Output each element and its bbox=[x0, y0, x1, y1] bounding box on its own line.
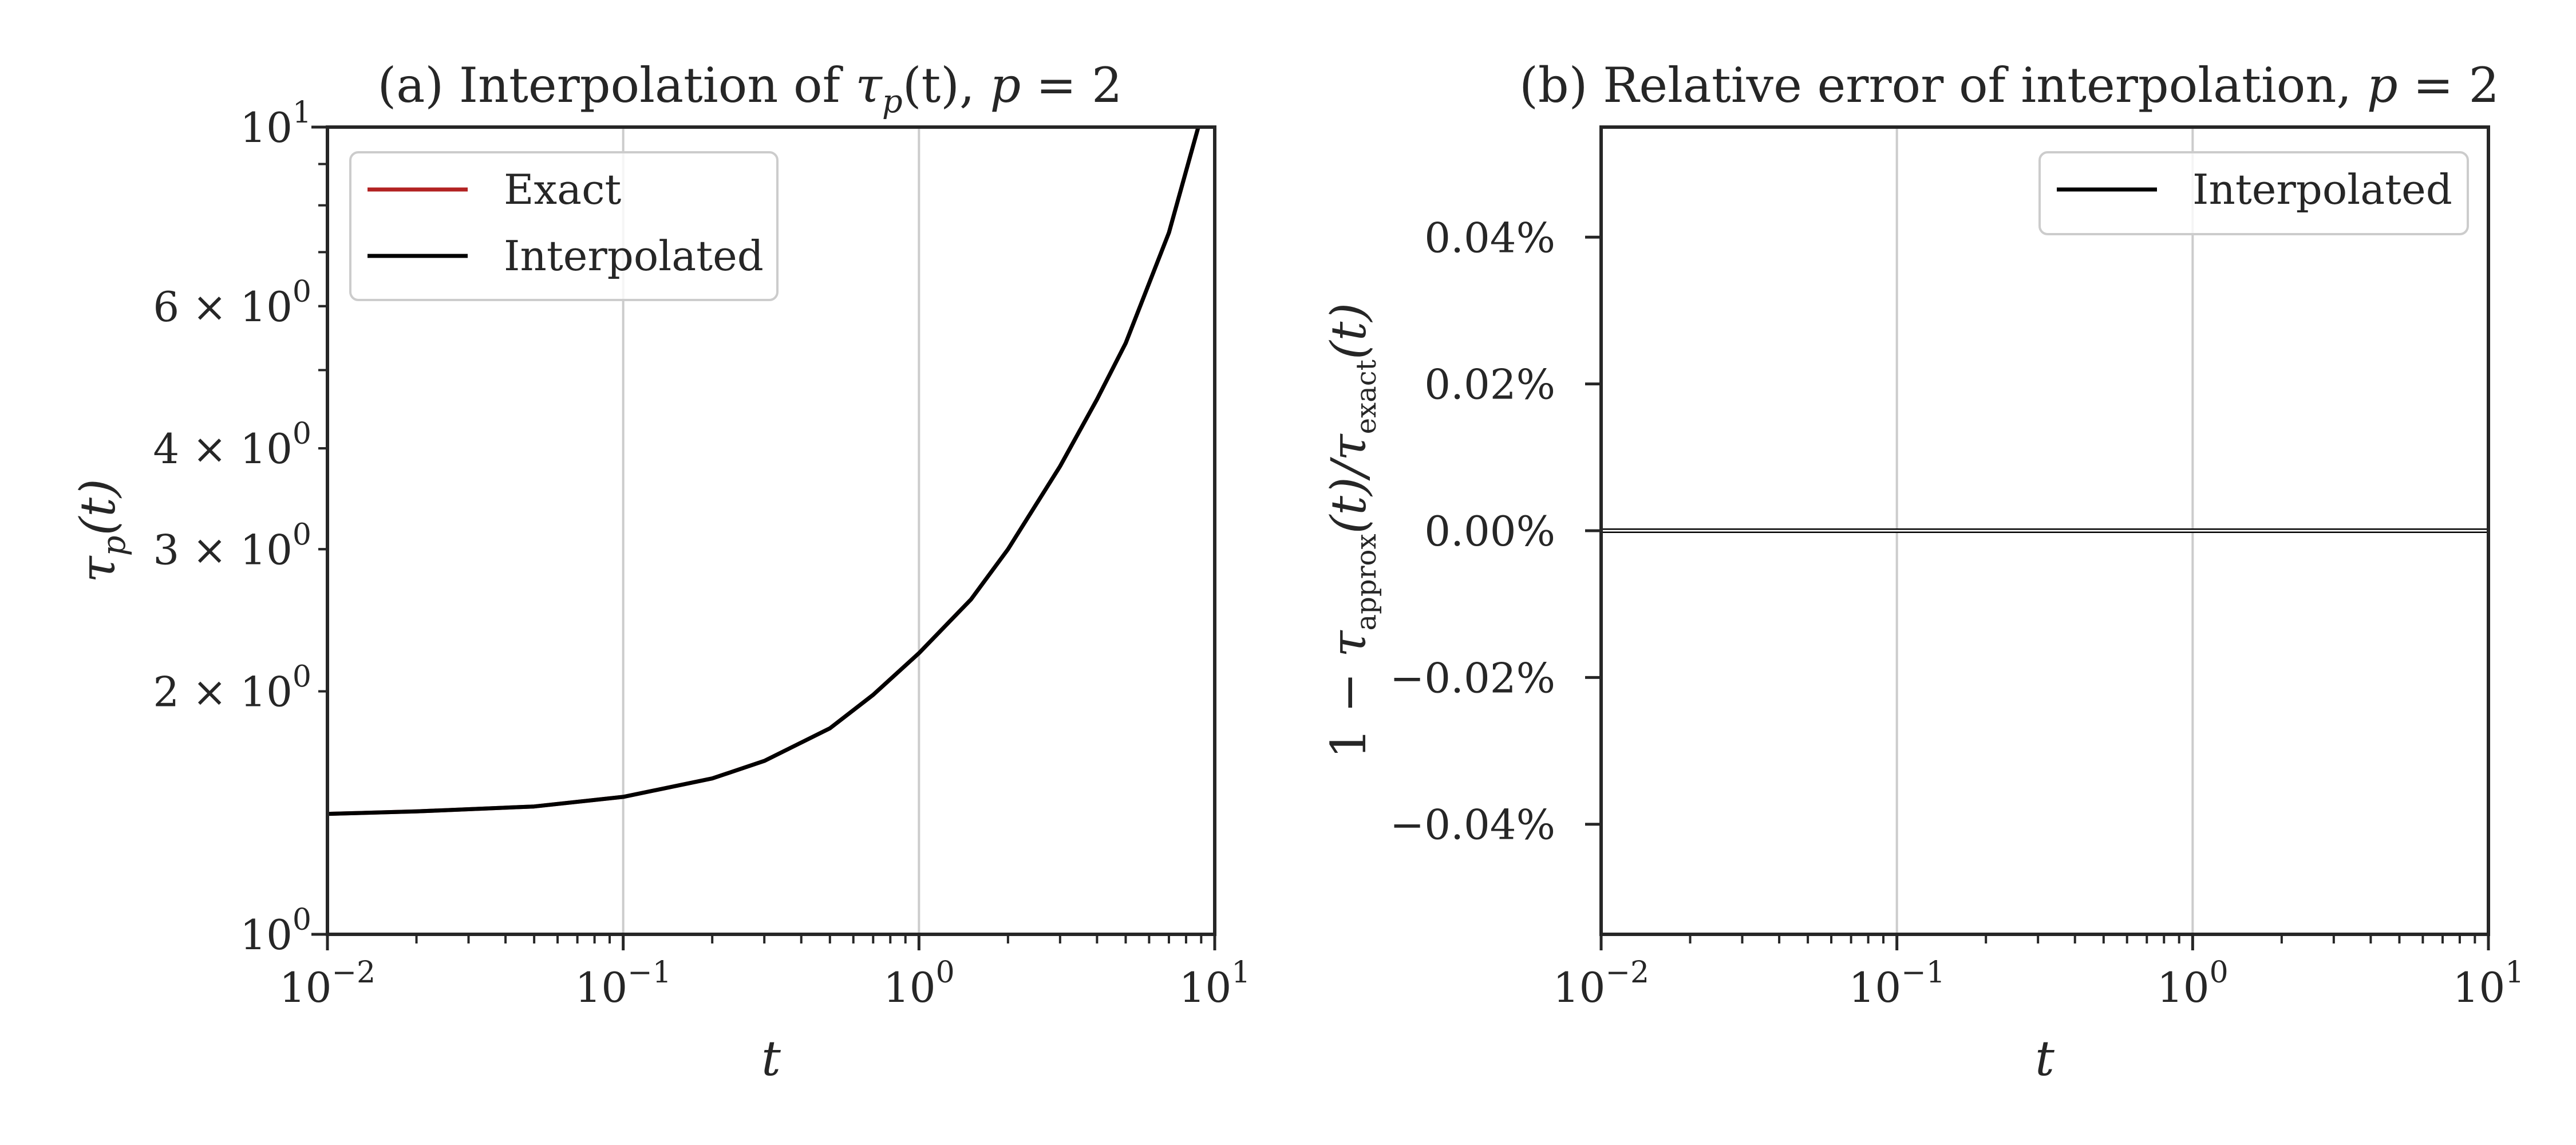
x-tick-label: 101 bbox=[2453, 956, 2524, 1012]
panel-a: (a) Interpolation of τp(t), p = 2 10−2 10… bbox=[70, 57, 1250, 1087]
y-tick-label: 0.00% bbox=[1424, 507, 1555, 555]
panel-b-y-ticks: 0.04% 0.02% 0.00% −0.02% −0.04% bbox=[1390, 214, 1601, 849]
series-interpolated-line bbox=[327, 127, 1200, 816]
y-tick-label: 101 bbox=[240, 96, 311, 152]
legend-label-exact: Exact bbox=[504, 165, 621, 214]
legend-label-interpolated-b: Interpolated bbox=[2192, 165, 2452, 214]
x-tick-label: 10−2 bbox=[279, 956, 376, 1012]
panel-a-y-axis-label: τp(t) bbox=[70, 479, 133, 583]
panel-a-x-ticks: 10−2 10−1 100 101 bbox=[279, 934, 1251, 1012]
x-tick-label: 10−1 bbox=[1849, 956, 1945, 1012]
y-tick-label: 100 bbox=[240, 903, 311, 959]
panel-a-title: (a) Interpolation of τp(t), p = 2 bbox=[378, 57, 1123, 120]
y-tick-label: 0.02% bbox=[1424, 361, 1555, 409]
y-tick-label: 6 × 100 bbox=[153, 275, 311, 331]
panel-a-x-axis-label: t bbox=[761, 1030, 781, 1087]
panel-b-x-ticks: 10−2 10−1 100 101 bbox=[1553, 934, 2524, 1012]
panel-b-legend-box bbox=[2038, 151, 2469, 235]
y-tick-label: −0.02% bbox=[1390, 654, 1555, 702]
y-tick-label: 4 × 100 bbox=[153, 417, 311, 473]
y-tick-label: 2 × 100 bbox=[153, 660, 311, 716]
y-tick-label: 0.04% bbox=[1424, 214, 1555, 262]
legend-label-interpolated: Interpolated bbox=[504, 232, 764, 280]
x-tick-label: 100 bbox=[2157, 956, 2229, 1012]
panel-b: (b) Relative error of interpolation, p =… bbox=[1321, 57, 2524, 1087]
panel-b-title: (b) Relative error of interpolation, p =… bbox=[1519, 57, 2499, 113]
y-tick-label: 3 × 100 bbox=[153, 518, 311, 574]
panel-a-y-ticks: 100 2 × 100 3 × 100 4 × 100 6 × 100 101 bbox=[153, 96, 327, 959]
x-tick-label: 100 bbox=[883, 956, 955, 1012]
panel-b-legend: Interpolated bbox=[2038, 151, 2469, 235]
panel-b-x-axis-label: t bbox=[2035, 1030, 2055, 1087]
x-tick-label: 10−1 bbox=[575, 956, 671, 1012]
panel-b-y-axis-label: 1 − τapprox(t)/τexact(t) bbox=[1321, 303, 1382, 759]
x-tick-label: 101 bbox=[1179, 956, 1251, 1012]
panel-a-axes-frame bbox=[326, 125, 1216, 936]
y-tick-label: −0.04% bbox=[1390, 801, 1555, 849]
panel-a-series bbox=[327, 127, 1200, 816]
x-tick-label: 10−2 bbox=[1553, 956, 1649, 1012]
panel-a-legend: Exact Interpolated bbox=[349, 151, 779, 301]
